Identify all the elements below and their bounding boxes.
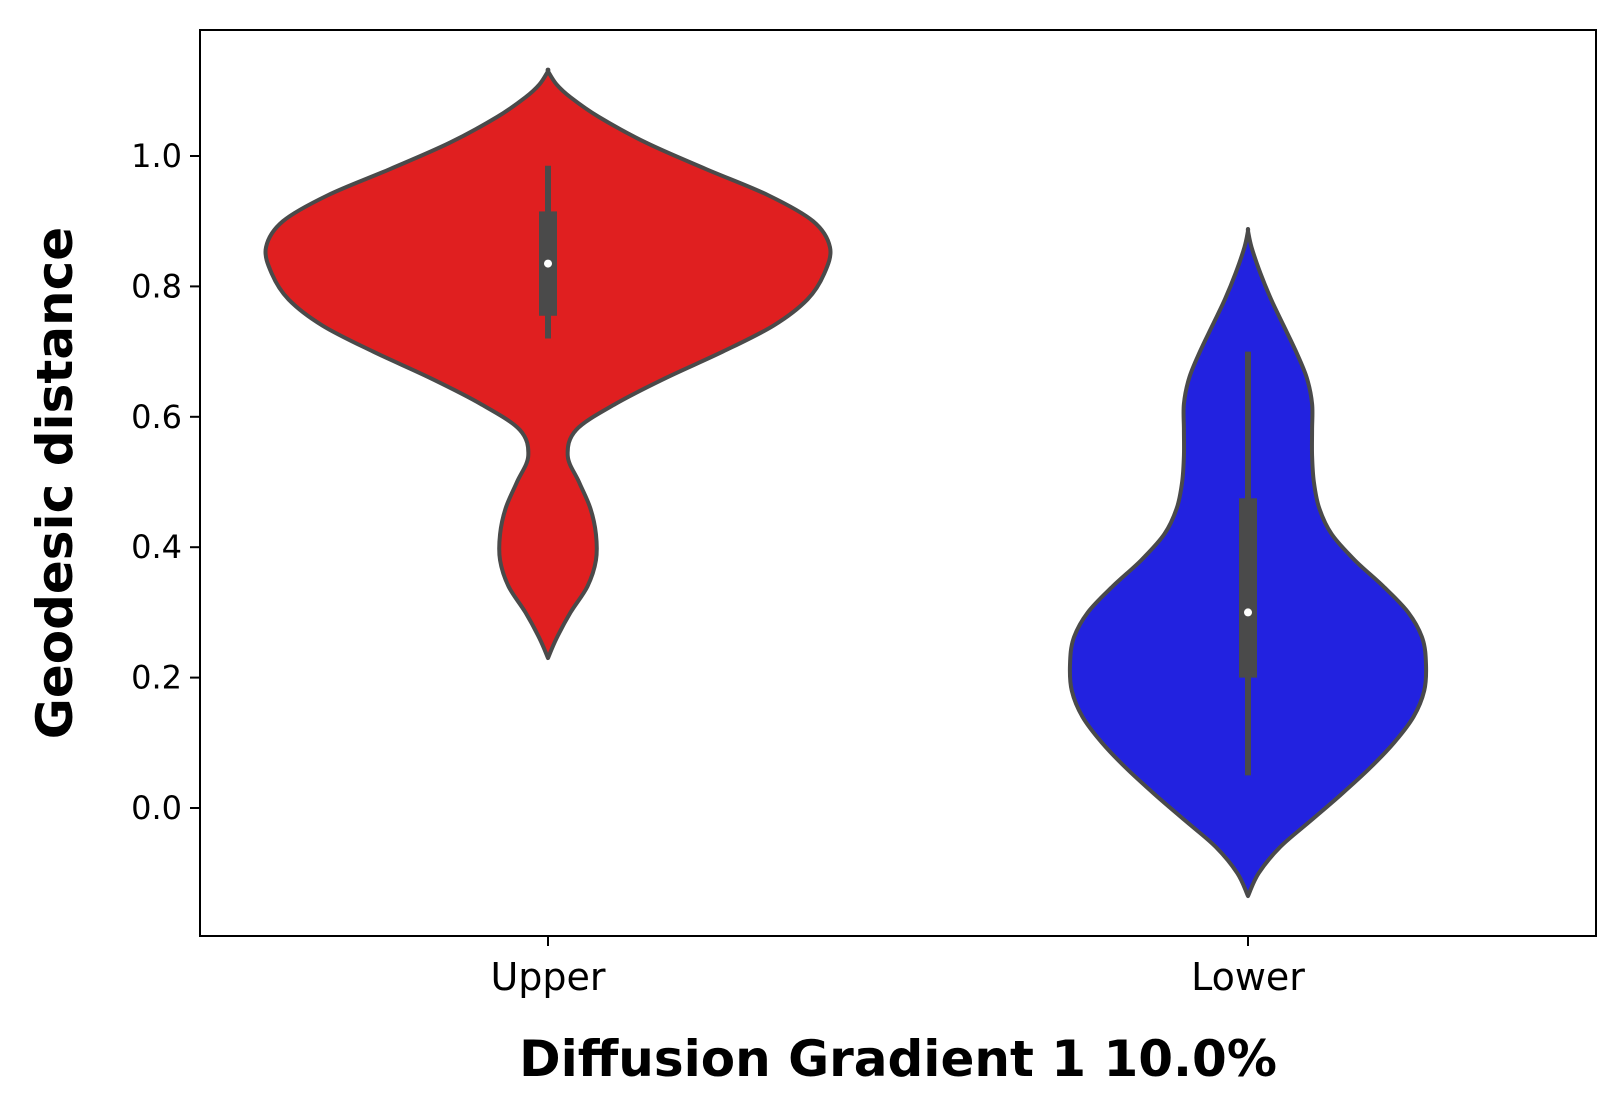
y-tick-label: 0.2: [131, 659, 182, 697]
y-axis: 0.0 0.2 0.4 0.6 0.8 1.0: [131, 137, 200, 827]
x-tick-label: Upper: [490, 955, 605, 999]
x-tick-label: Lower: [1191, 955, 1305, 999]
median-dot-upper: [544, 259, 552, 268]
x-axis: Upper Lower: [490, 936, 1305, 999]
y-tick-label: 0.0: [131, 789, 182, 827]
y-tick-label: 0.8: [131, 267, 182, 305]
plot-frame: [199, 29, 1597, 937]
iqr-box-lower: [1239, 498, 1257, 678]
violin-upper: [263, 67, 833, 661]
median-dot-lower: [1244, 608, 1252, 617]
x-axis-title: Diffusion Gradient 1 10.0%: [519, 1030, 1277, 1088]
y-axis-title: Geodesic distance: [26, 227, 84, 739]
boxes-layer: [539, 165, 1257, 776]
y-tick-label: 0.6: [131, 398, 182, 436]
y-tick-label: 0.4: [131, 528, 182, 566]
y-tick-label: 1.0: [131, 137, 182, 175]
violins-layer: [263, 67, 1429, 899]
